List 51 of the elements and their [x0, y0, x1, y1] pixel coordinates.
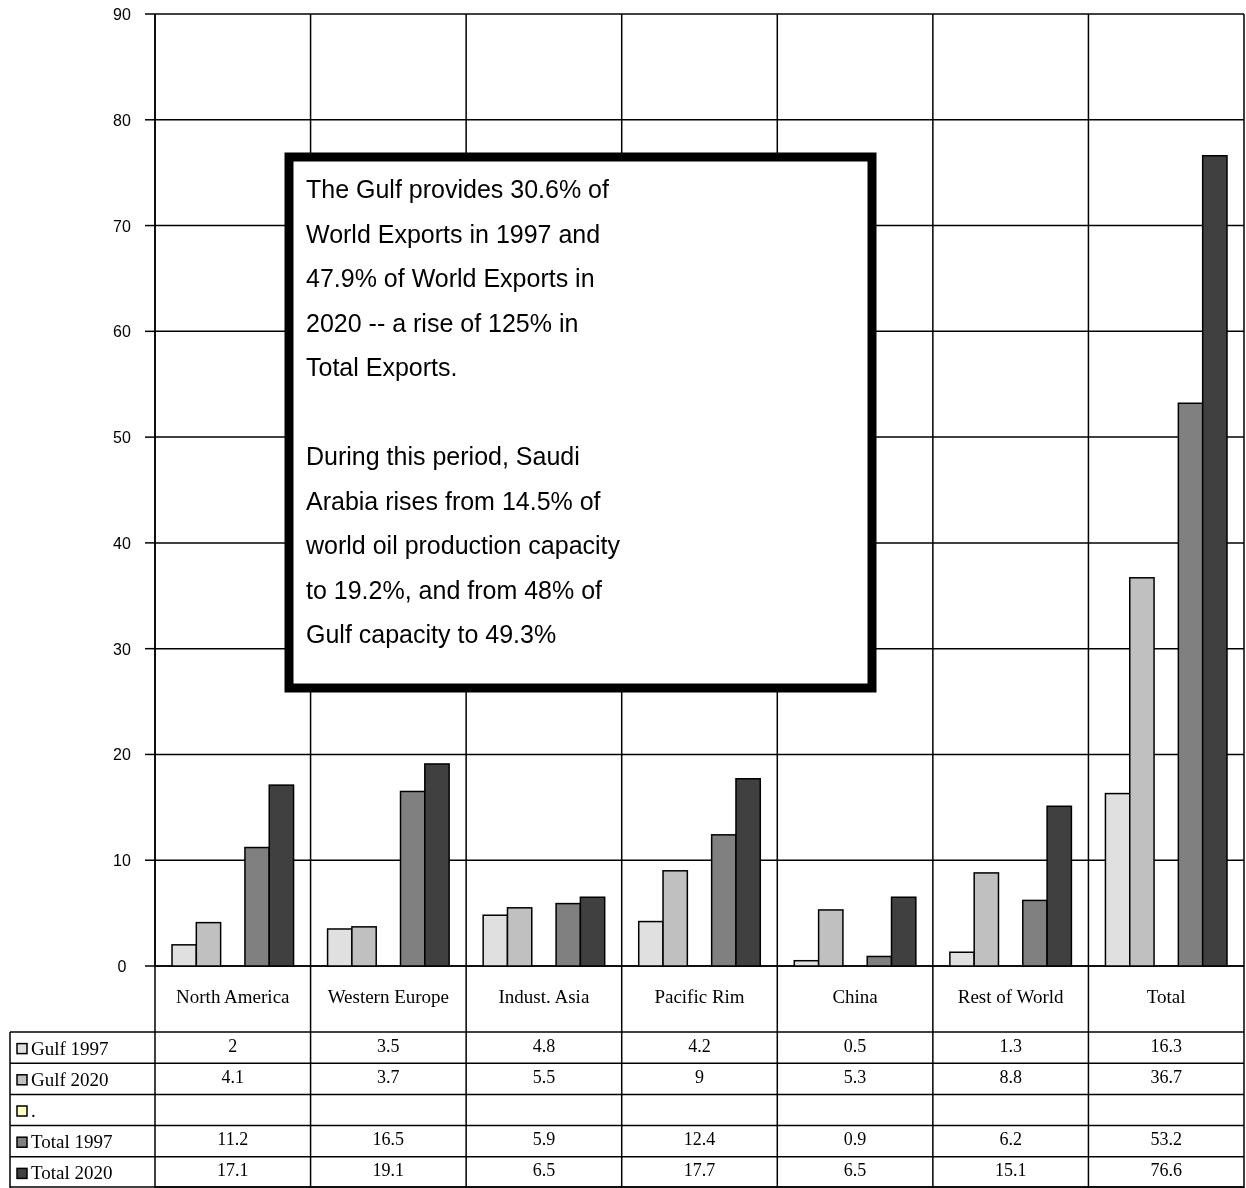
y-tick-label: 20	[113, 746, 131, 764]
data-label: 3.5	[377, 1035, 400, 1056]
data-label: 36.7	[1150, 1066, 1182, 1087]
data-label: 5.5	[532, 1066, 556, 1087]
legend-label: Total 1997	[31, 1131, 113, 1153]
data-label: 53.2	[1150, 1129, 1182, 1150]
data-label: 19.1	[372, 1160, 405, 1181]
data-label: 8.8	[999, 1066, 1022, 1087]
data-label: 9	[695, 1066, 704, 1087]
x-tick-label: China	[832, 986, 879, 1007]
x-tick-label: Rest of World	[957, 986, 1065, 1007]
y-tick-label: 40	[113, 534, 131, 552]
legend-label: Total 2020	[31, 1162, 113, 1184]
x-tick-label: Western Europe	[327, 986, 450, 1007]
y-tick-label: 30	[113, 640, 131, 658]
legend-label: Gulf 2020	[31, 1068, 109, 1090]
legend-label: Gulf 1997	[31, 1037, 109, 1059]
y-tick-label: 70	[113, 217, 131, 235]
y-tick-label: 90	[113, 6, 131, 23]
data-label: 3.7	[377, 1066, 400, 1087]
y-tick-label: 50	[113, 429, 131, 447]
data-label: 5.9	[532, 1129, 556, 1150]
x-tick-label: North America	[176, 986, 291, 1007]
x-tick-label: Total	[1146, 986, 1186, 1007]
y-tick-label: 60	[113, 323, 131, 341]
data-label: 4.2	[688, 1035, 711, 1056]
data-label: 2	[228, 1035, 238, 1056]
y-tick-label: 80	[113, 111, 131, 129]
data-label: 4.8	[532, 1035, 556, 1056]
data-label: 6.5	[843, 1160, 867, 1181]
data-label: 15.1	[994, 1160, 1027, 1181]
legend-label: .	[31, 1100, 36, 1121]
data-label: 1.3	[999, 1035, 1022, 1056]
data-label: 17.7	[683, 1160, 716, 1181]
data-label: 0.5	[843, 1035, 867, 1056]
data-label: 6.5	[532, 1160, 556, 1181]
data-label: 76.6	[1150, 1160, 1182, 1181]
x-tick-label: Indust. Asia	[498, 986, 590, 1007]
data-label: 6.2	[999, 1129, 1022, 1150]
data-label: 12.4	[683, 1129, 716, 1150]
text: The Gulf provides 30.6% of World Exports in 1997 and 47.9% of World Exports in 2020 -- a rise of 125% in Total Exports. During this period, Saudi Arabia rises from 14.5% of world oil production capacity to 19.2%, and from 48% of Gulf capacity to 49.3%	[306, 175, 621, 648]
data-label: 16.3	[1150, 1035, 1182, 1056]
data-label: 11.2	[217, 1129, 249, 1150]
data-label: 5.3	[843, 1066, 867, 1087]
x-tick-label: Pacific Rim	[654, 986, 745, 1007]
data-label: 16.5	[372, 1129, 405, 1150]
data-label: 17.1	[217, 1160, 249, 1181]
y-tick-label: 0	[117, 958, 127, 975]
data-label: 4.1	[221, 1066, 245, 1087]
y-tick-label: 10	[113, 852, 131, 870]
data-label: 0.9	[843, 1129, 867, 1150]
